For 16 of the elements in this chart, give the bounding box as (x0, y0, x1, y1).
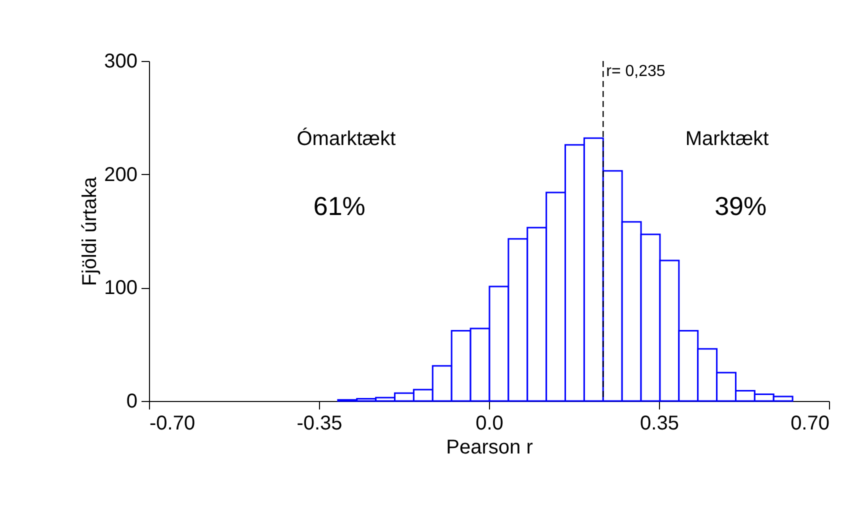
x-tick-label: 0.35 (640, 412, 679, 434)
ref-line-label: r= 0,235 (606, 63, 666, 80)
x-tick-label: -0.35 (296, 412, 342, 434)
y-tick-label: 200 (104, 164, 138, 186)
x-axis-title: Pearson r (446, 436, 534, 458)
annotation: 61% (313, 191, 366, 222)
y-tick-label: 300 (104, 50, 138, 72)
annotation: Marktækt (685, 128, 770, 150)
y-tick-label: 0 (126, 390, 138, 412)
y-tick-label: 100 (104, 277, 138, 300)
x-tick-label: -0.70 (150, 412, 196, 434)
annotation: 39% (714, 191, 767, 222)
annotation: Ómarktækt (296, 127, 396, 150)
x-tick-label: 0.0 (476, 412, 504, 434)
x-tick-label: 0.70 (790, 412, 830, 434)
y-axis-title: Fjöldi úrtaka (79, 176, 102, 286)
